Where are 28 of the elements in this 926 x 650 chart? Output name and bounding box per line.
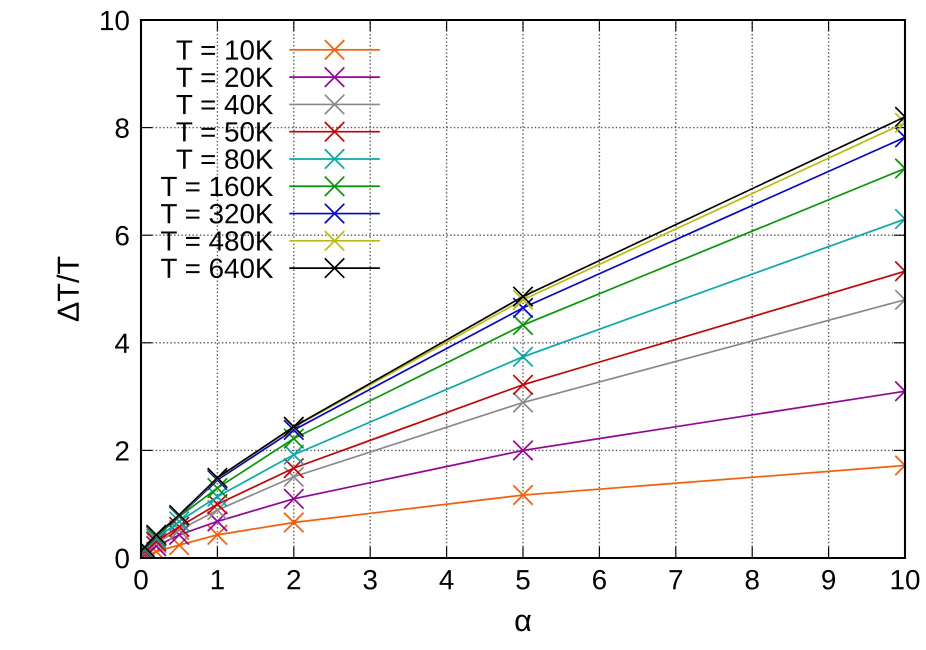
y-axis-title: ΔT/T [56, 256, 80, 322]
legend-label: T = 320K [161, 204, 274, 224]
x-tick-label: 9 [822, 570, 836, 590]
legend-label: T = 160K [161, 176, 274, 196]
legend-label: T = 40K [176, 94, 274, 114]
x-tick-label: 10 [892, 570, 920, 590]
x-tick-label: 2 [287, 570, 300, 590]
x-tick-label: 3 [364, 570, 377, 590]
legend-label: T = 640K [161, 258, 274, 278]
legend-label: T = 10K [176, 40, 274, 60]
x-tick-label: 0 [134, 570, 148, 590]
x-tick-label: 6 [593, 570, 606, 590]
y-tick-label: 8 [116, 118, 129, 138]
y-tick-label: 6 [116, 226, 129, 246]
x-tick-label: 1 [212, 570, 224, 590]
x-tick-label: 8 [746, 570, 759, 590]
legend-label: T = 50K [176, 122, 274, 142]
x-tick-label: 7 [670, 570, 682, 590]
y-tick-label: 10 [101, 10, 129, 30]
legend-label: T = 80K [176, 149, 274, 169]
y-tick-label: 2 [116, 441, 128, 460]
x-tick-label: 5 [516, 570, 530, 590]
x-axis-title: α [515, 614, 531, 632]
x-tick-label: 4 [440, 570, 454, 590]
legend-label: T = 480K [161, 231, 274, 251]
y-tick-label: 4 [115, 334, 130, 353]
legend-label: T = 20K [176, 67, 274, 88]
y-tick-label: 0 [116, 548, 129, 568]
